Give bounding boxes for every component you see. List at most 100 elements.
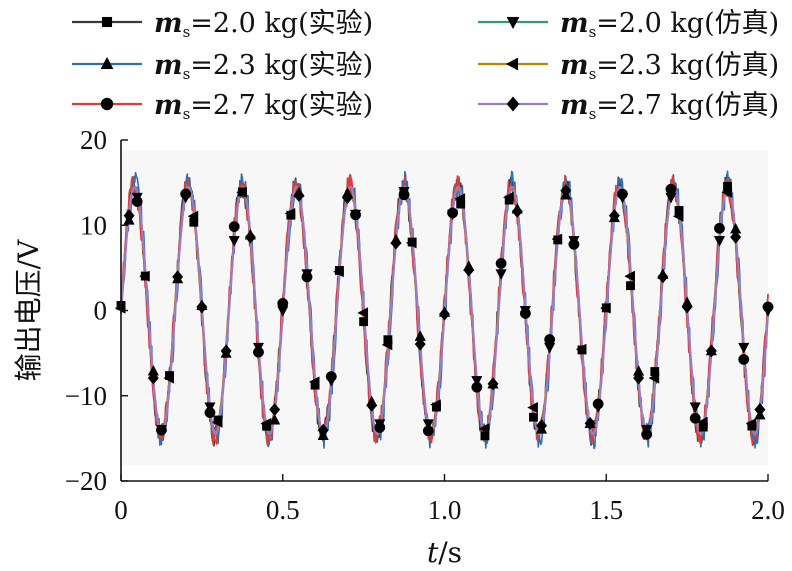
data-point-marker — [624, 270, 635, 282]
x-axis-label: t/s — [427, 536, 462, 569]
data-point-marker — [633, 371, 645, 385]
legend-entry: ms=2.0 kg(实验) — [72, 8, 373, 41]
data-point-marker — [341, 190, 353, 205]
x-tick-label: 1.5 — [589, 495, 623, 525]
legend-sub: s — [589, 105, 597, 123]
data-point-marker — [317, 423, 329, 437]
legend-rest: =2.7 kg(仿真) — [596, 90, 779, 121]
legend-entry: ms=2.0 kg(仿真) — [478, 8, 779, 41]
data-point-marker — [560, 184, 572, 198]
legend-entry: ms=2.3 kg(实验) — [72, 50, 373, 83]
data-point-marker — [269, 402, 281, 417]
legend-sub: s — [183, 65, 191, 83]
data-point-marker — [405, 237, 417, 249]
legend-label: ms=2.0 kg(实验) — [154, 8, 373, 41]
x-tick-label: 0.5 — [266, 495, 300, 525]
legend-var: m — [154, 90, 183, 121]
legend-marker — [101, 16, 113, 28]
data-point-marker — [689, 402, 701, 414]
y-tick-label: −20 — [65, 466, 107, 496]
data-point-marker — [745, 418, 757, 430]
legend-entry: ms=2.3 kg(仿真) — [478, 50, 779, 83]
data-point-marker — [657, 270, 669, 284]
data-point-marker — [422, 419, 434, 431]
legend-marker — [100, 97, 114, 111]
marker-layer — [114, 181, 774, 441]
data-point-marker — [721, 186, 732, 198]
data-point-marker — [438, 307, 451, 321]
data-point-marker — [277, 297, 289, 309]
legend-sub: s — [183, 105, 191, 123]
data-point-marker — [738, 342, 750, 354]
data-point-marker — [228, 221, 240, 233]
legend-marker — [100, 56, 114, 70]
data-point-marker — [228, 236, 240, 247]
data-point-marker — [529, 412, 538, 422]
data-point-marker — [681, 300, 693, 314]
legend-marker — [506, 16, 520, 30]
legend-label: ms=2.0 kg(仿真) — [560, 8, 779, 41]
legend-rest: =2.0 kg(实验) — [190, 8, 373, 39]
series-markers — [114, 186, 757, 435]
series-markers — [131, 183, 774, 440]
data-point-marker — [454, 193, 466, 205]
legend-var: m — [560, 50, 589, 81]
data-point-marker — [713, 236, 726, 247]
data-point-marker — [754, 402, 766, 417]
x-axis-label-unit: /s — [438, 536, 462, 569]
legend-rest: =2.3 kg(仿真) — [596, 50, 779, 81]
x-tick-label: 2.0 — [751, 495, 785, 525]
data-point-marker — [204, 407, 216, 419]
data-point-marker — [551, 233, 563, 245]
data-point-marker — [584, 416, 596, 431]
data-point-marker — [325, 371, 337, 382]
data-point-marker — [705, 344, 717, 358]
data-point-marker — [463, 263, 475, 277]
data-point-marker — [398, 189, 410, 201]
data-point-marker — [139, 270, 150, 282]
legend-sub: s — [183, 23, 191, 41]
data-point-marker — [269, 413, 281, 425]
series-markers — [123, 184, 766, 437]
data-point-marker — [592, 398, 604, 410]
data-point-marker — [641, 428, 653, 440]
legend-label: ms=2.3 kg(仿真) — [560, 50, 779, 83]
data-point-marker — [487, 377, 499, 391]
y-tick-label: 0 — [94, 296, 108, 326]
data-point-marker — [714, 222, 725, 234]
legend-var: m — [154, 50, 183, 81]
data-point-marker — [648, 372, 660, 384]
y-axis-label: 输出电压/V — [12, 239, 45, 381]
data-point-marker — [359, 317, 369, 327]
legend-var: m — [560, 8, 589, 39]
legend-rest: =2.3 kg(实验) — [190, 50, 373, 81]
legend-entry: ms=2.7 kg(仿真) — [478, 90, 779, 123]
data-point-marker — [502, 191, 514, 203]
data-point-marker — [575, 343, 587, 355]
data-point-marker — [511, 204, 523, 219]
data-point-marker — [172, 270, 184, 284]
data-point-marker — [422, 425, 434, 437]
legend-entry: ms=2.7 kg(实验) — [72, 90, 373, 123]
data-point-marker — [527, 401, 538, 414]
data-point-marker — [253, 346, 264, 358]
data-point-marker — [495, 257, 507, 269]
data-point-marker — [350, 209, 361, 221]
data-point-marker — [568, 238, 580, 250]
data-point-marker — [236, 186, 247, 198]
legend-var: m — [560, 90, 589, 121]
data-point-marker — [163, 372, 174, 384]
legend-sub: s — [589, 23, 597, 41]
data-point-marker — [471, 381, 483, 393]
data-point-marker — [471, 376, 483, 387]
data-point-marker — [366, 398, 378, 412]
data-point-marker — [147, 371, 159, 385]
legend: ms=2.0 kg(实验) ms=2.0 kg(仿真)ms=2.3 kg(实验) m… — [72, 8, 779, 123]
y-tick-label: 20 — [80, 125, 107, 155]
data-point-marker — [447, 207, 459, 219]
data-point-marker — [284, 207, 296, 220]
data-point-marker — [333, 266, 344, 278]
data-point-marker — [301, 271, 313, 283]
data-point-marker — [381, 339, 393, 351]
data-point-marker — [414, 337, 426, 351]
